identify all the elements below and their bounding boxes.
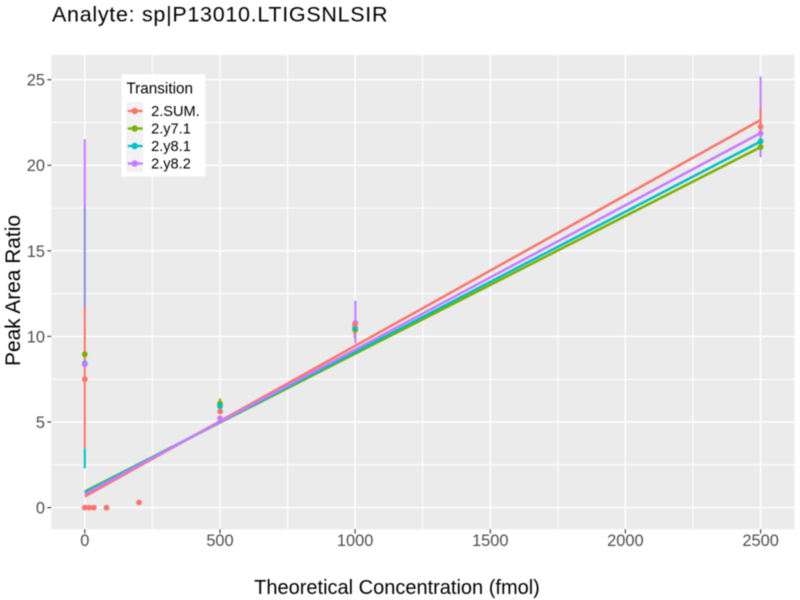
svg-text:2.y7.1: 2.y7.1 [151, 121, 191, 137]
svg-text:5: 5 [36, 414, 45, 432]
svg-text:2.y8.2: 2.y8.2 [151, 156, 191, 172]
svg-text:2000: 2000 [607, 532, 643, 550]
svg-text:Theoretical Concentration (fmo: Theoretical Concentration (fmol) [254, 577, 540, 599]
svg-text:Analyte: sp|P13010.LTIGSNLSIR: Analyte: sp|P13010.LTIGSNLSIR [52, 2, 388, 26]
svg-text:0: 0 [80, 532, 89, 550]
svg-text:2.SUM.: 2.SUM. [151, 104, 200, 120]
svg-text:2500: 2500 [742, 532, 778, 550]
svg-text:10: 10 [27, 328, 45, 346]
svg-text:25: 25 [27, 72, 45, 90]
svg-text:0: 0 [36, 500, 45, 518]
svg-text:500: 500 [206, 532, 233, 550]
svg-text:1500: 1500 [472, 532, 508, 550]
svg-text:20: 20 [27, 157, 45, 175]
svg-text:Peak Area Ratio: Peak Area Ratio [2, 215, 25, 366]
svg-text:15: 15 [27, 243, 45, 261]
svg-text:1000: 1000 [337, 532, 373, 550]
svg-text:2.y8.1: 2.y8.1 [151, 139, 191, 155]
svg-text:Transition: Transition [126, 81, 193, 98]
